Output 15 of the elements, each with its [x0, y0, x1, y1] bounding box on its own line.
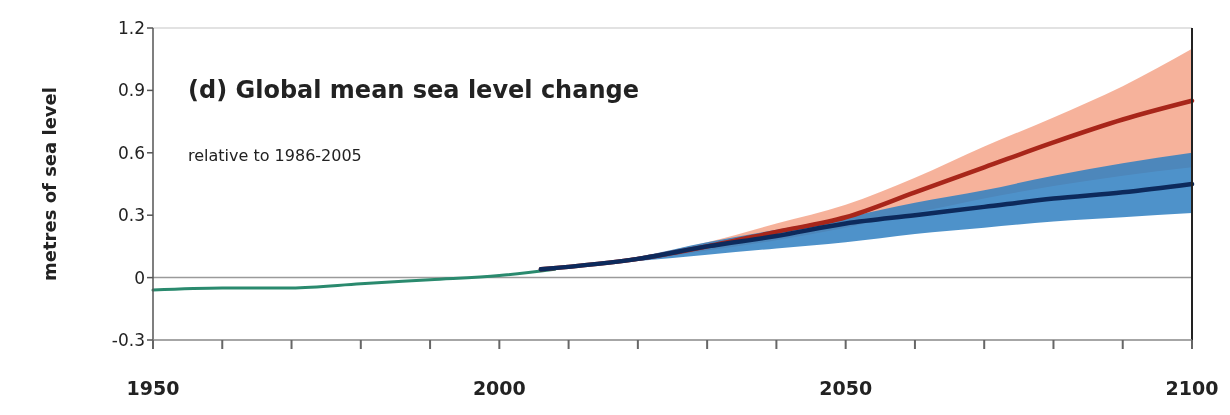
y-tick-label: 0.3 — [117, 205, 145, 226]
text: (d) Global mean sea level change — [188, 76, 639, 105]
y-tick-label: 1.2 — [117, 17, 145, 38]
line-series — [538, 181, 1195, 272]
y-tick-label: 0.6 — [117, 142, 145, 163]
text: relative to 1986-2005 — [188, 145, 362, 165]
x-tick-label: 2050 — [819, 377, 873, 399]
y-tick-label: 0 — [134, 267, 145, 288]
x-tick-label: 2000 — [472, 377, 526, 399]
y-tick-label: 0.9 — [117, 80, 145, 101]
y-tick-label: -0.3 — [111, 329, 145, 350]
y-axis-title: metres of sea level — [39, 87, 60, 281]
x-tick-label: 2100 — [1165, 377, 1219, 399]
x-tick-label: 1950 — [126, 377, 180, 399]
line-series — [151, 267, 557, 292]
